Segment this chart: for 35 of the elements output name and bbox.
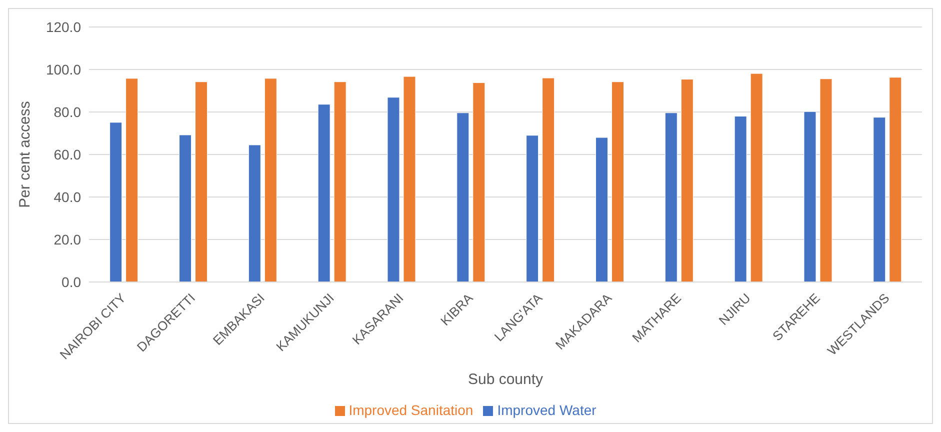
bar [526,135,539,282]
bar [889,77,902,282]
bar [456,112,470,282]
y-tick-label: 20.0 [54,231,82,248]
y-tick-label: 120.0 [46,18,82,35]
bar [734,116,747,282]
bar [318,104,330,282]
bar [387,97,400,282]
bar [542,78,555,282]
y-tick-label: 60.0 [54,146,82,162]
bar [664,112,678,282]
bar [126,78,138,282]
bar [334,82,346,282]
bar [264,78,277,282]
y-tick-label: 40.0 [54,188,82,205]
x-axis-title: Sub county [468,371,544,388]
bar [178,134,192,282]
bar [194,82,208,282]
bar [873,117,886,282]
y-axis-title: Per cent access [16,101,34,208]
legend-label: Improved Sanitation [348,402,474,418]
bar [110,122,122,282]
y-tick-label: 100.0 [46,61,82,78]
bar [611,82,624,282]
bar [472,82,486,282]
bar [403,76,416,282]
bar [820,78,832,282]
bar [595,137,608,282]
bar [750,73,763,282]
y-tick-label: 80.0 [54,104,82,120]
bar [248,144,261,282]
bar [804,111,816,282]
legend-label: Improved Water [497,402,596,418]
y-tick-label: 0.0 [62,274,82,290]
bar [680,79,694,282]
